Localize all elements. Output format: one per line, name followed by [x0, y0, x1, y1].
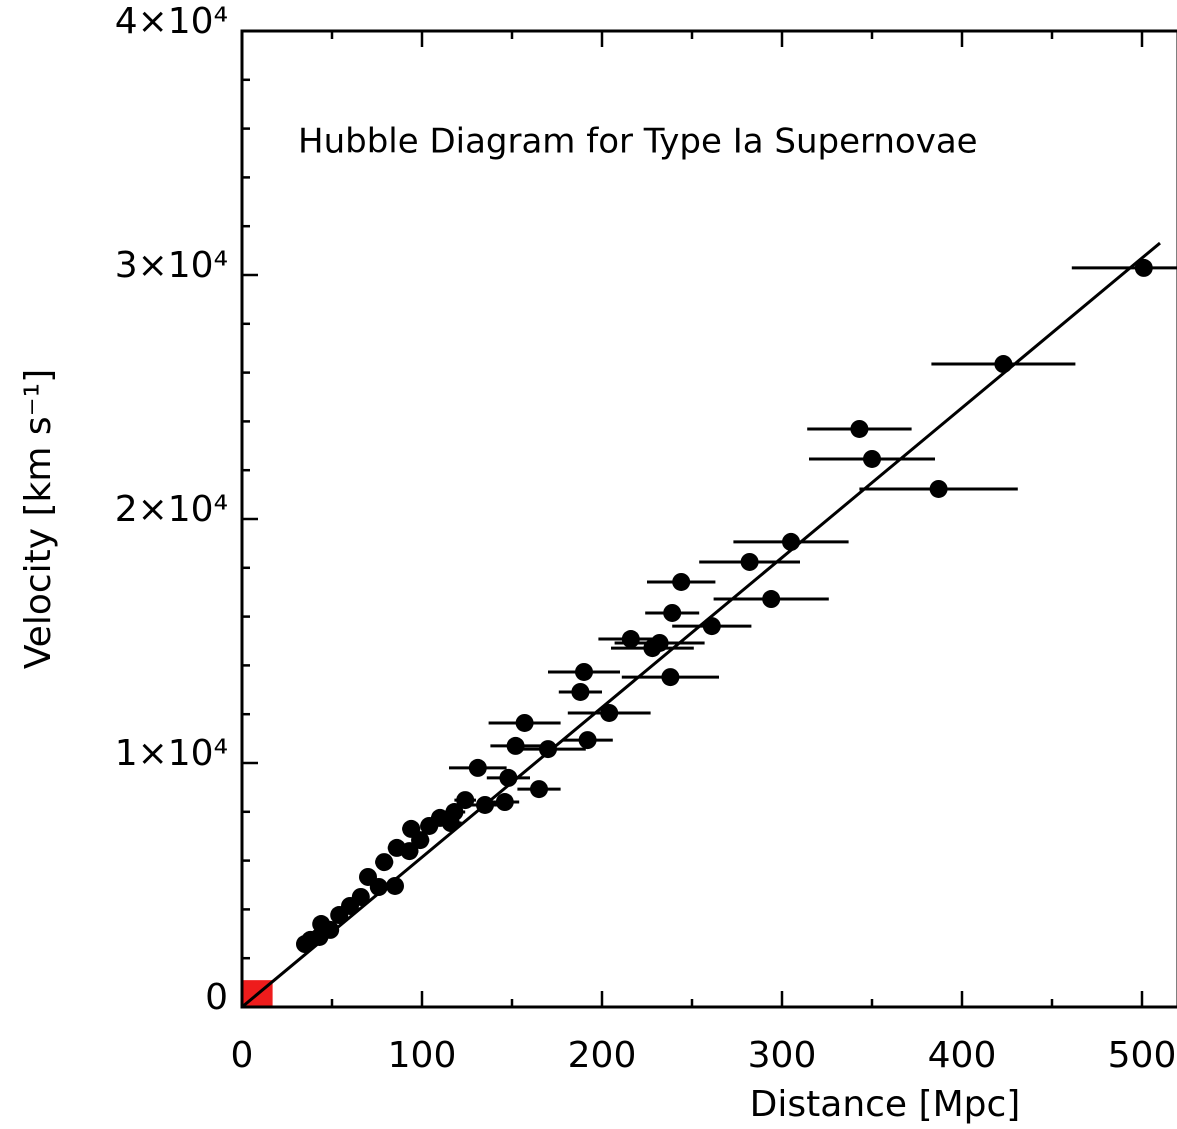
- data-point: [994, 355, 1013, 374]
- data-point: [420, 816, 439, 835]
- data-point: [571, 682, 590, 701]
- data-point: [661, 668, 680, 687]
- x-tick-label: 0: [231, 1035, 254, 1076]
- data-point: [575, 662, 593, 681]
- data-point: [369, 877, 388, 896]
- y-tick-label: 3×10⁴: [115, 245, 228, 286]
- chart-title: Hubble Diagram for Type Ia Supernovae: [298, 122, 978, 162]
- data-point: [1134, 258, 1153, 277]
- data-point: [476, 795, 494, 814]
- data-point: [530, 780, 548, 799]
- data-point: [621, 630, 640, 649]
- data-point: [850, 419, 869, 438]
- data-point: [386, 876, 404, 895]
- data-point: [672, 572, 691, 591]
- data-point: [456, 791, 475, 810]
- data-point: [863, 449, 881, 468]
- data-point: [387, 838, 406, 857]
- data-point: [495, 793, 514, 812]
- data-point: [506, 736, 525, 755]
- data-point: [782, 532, 800, 551]
- x-tick-label: 500: [1108, 1035, 1177, 1076]
- y-tick-label: 0: [205, 977, 228, 1018]
- data-point: [578, 731, 597, 750]
- data-point: [600, 703, 619, 722]
- data-point: [468, 758, 487, 777]
- data-point: [740, 552, 759, 571]
- x-axis-label: Distance [Mpc]: [750, 1084, 1021, 1125]
- y-tick-label: 2×10⁴: [115, 489, 228, 530]
- x-tick-label: 400: [928, 1035, 997, 1076]
- data-point: [539, 740, 557, 759]
- data-point: [762, 590, 781, 609]
- data-point: [441, 814, 460, 833]
- data-point: [643, 639, 662, 658]
- data-point: [663, 603, 682, 622]
- data-point: [515, 713, 534, 732]
- x-tick-label: 100: [388, 1035, 457, 1076]
- data-point: [499, 768, 518, 787]
- data-point: [330, 906, 349, 925]
- y-tick-label: 4×10⁴: [115, 1, 228, 42]
- data-point: [375, 853, 394, 872]
- x-tick-label: 200: [568, 1035, 637, 1076]
- data-point: [702, 617, 721, 636]
- data-point: [929, 479, 948, 498]
- data-point: [310, 927, 329, 946]
- x-tick-label: 300: [748, 1035, 817, 1076]
- data-point: [402, 819, 421, 838]
- data-point: [296, 935, 314, 954]
- y-axis-label: Velocity [km s⁻¹]: [18, 369, 59, 669]
- y-tick-label: 1×10⁴: [115, 733, 228, 774]
